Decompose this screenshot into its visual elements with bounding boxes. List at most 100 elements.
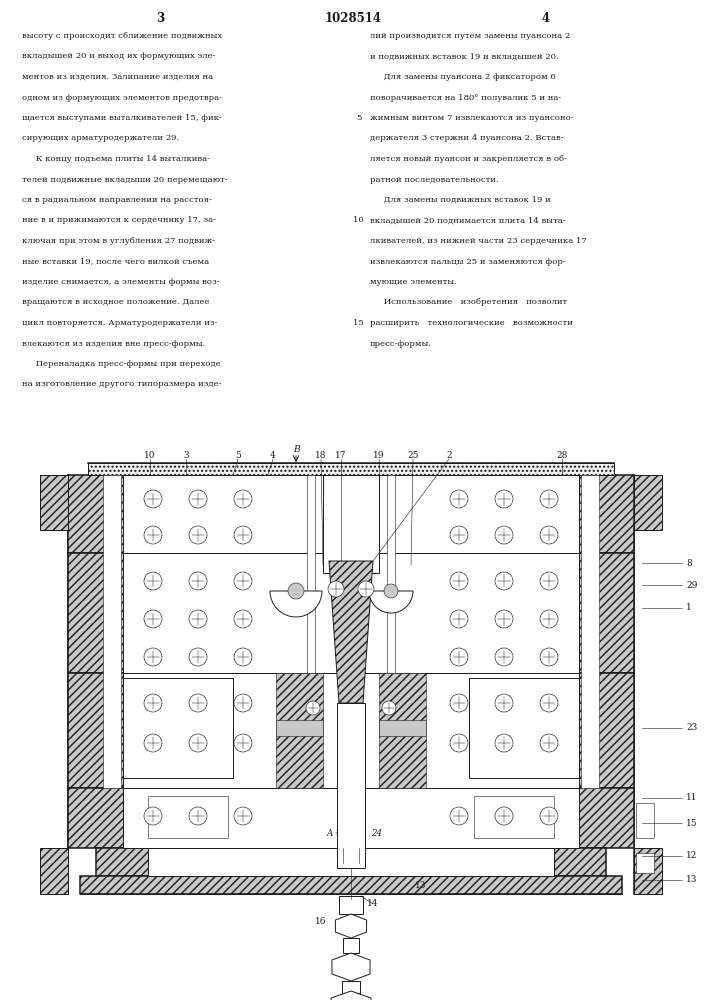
Bar (123, 475, 579, 553)
Bar (634, 475, 662, 530)
Circle shape (306, 701, 320, 715)
Circle shape (495, 490, 513, 508)
Text: 13: 13 (415, 882, 427, 890)
Text: 10: 10 (353, 217, 363, 225)
Bar (343, 938, 359, 953)
Circle shape (328, 581, 344, 597)
Polygon shape (335, 914, 367, 938)
Circle shape (540, 807, 558, 825)
Bar (123, 788, 579, 848)
Bar (323, 475, 379, 573)
Text: Использование   изобретения   позволит: Использование изобретения позволит (370, 298, 567, 306)
Circle shape (234, 734, 252, 752)
Text: ментов из изделия. Залипание изделия на: ментов из изделия. Залипание изделия на (22, 73, 213, 81)
Circle shape (540, 526, 558, 544)
Text: 29: 29 (686, 580, 697, 589)
Circle shape (144, 694, 162, 712)
Text: ся в радиальном направлении на расстоя-: ся в радиальном направлении на расстоя- (22, 196, 212, 204)
Circle shape (234, 807, 252, 825)
Circle shape (540, 610, 558, 628)
Text: ляется новый пуансон и закрепляется в об-: ляется новый пуансон и закрепляется в об… (370, 155, 567, 163)
Bar (636, 803, 654, 838)
Circle shape (450, 526, 468, 544)
Text: 3: 3 (156, 12, 164, 25)
Text: B: B (293, 444, 299, 454)
Text: расширить   технологические   возможности: расширить технологические возможности (370, 319, 573, 327)
Text: 4: 4 (542, 12, 550, 25)
Circle shape (189, 648, 207, 666)
Text: ные вставки 19, после чего вилкой съема: ные вставки 19, после чего вилкой съема (22, 257, 209, 265)
Text: лкивателей, из нижней части 23 сердечника 17: лкивателей, из нижней части 23 сердечник… (370, 237, 587, 245)
Text: держателя 3 стержни 4 пуансона 2. Встав-: держателя 3 стержни 4 пуансона 2. Встав- (370, 134, 563, 142)
Text: К концу подъема плиты 14 выталкива-: К концу подъема плиты 14 выталкива- (22, 155, 210, 163)
Circle shape (495, 807, 513, 825)
Circle shape (234, 648, 252, 666)
Text: Для замены пуансона 2 фиксатором 6: Для замены пуансона 2 фиксатором 6 (370, 73, 556, 81)
Circle shape (540, 734, 558, 752)
Text: Переналадка пресс-формы при переходе: Переналадка пресс-формы при переходе (22, 360, 221, 368)
Bar (469, 678, 579, 778)
Bar (379, 673, 426, 788)
Circle shape (495, 572, 513, 590)
Polygon shape (329, 561, 373, 703)
Circle shape (450, 648, 468, 666)
Text: поворачивается на 180° полувалик 5 и на-: поворачивается на 180° полувалик 5 и на- (370, 94, 561, 102)
Text: 25: 25 (407, 450, 419, 460)
Bar (581, 475, 599, 788)
Bar (342, 981, 360, 993)
Circle shape (450, 610, 468, 628)
Text: щается выступами выталкивателей 15, фик-: щается выступами выталкивателей 15, фик- (22, 114, 222, 122)
Circle shape (288, 583, 304, 599)
Circle shape (144, 807, 162, 825)
Bar (40, 475, 68, 530)
Circle shape (144, 648, 162, 666)
Text: влекаются из изделия вне пресс-формы.: влекаются из изделия вне пресс-формы. (22, 340, 205, 348)
Circle shape (144, 610, 162, 628)
Text: пресс-формы.: пресс-формы. (370, 340, 432, 348)
Text: одном из формующих элементов предотвра-: одном из формующих элементов предотвра- (22, 94, 222, 102)
Circle shape (189, 572, 207, 590)
Circle shape (495, 694, 513, 712)
Text: 11: 11 (686, 794, 698, 802)
Wedge shape (369, 591, 413, 613)
Text: 28: 28 (556, 450, 568, 460)
Text: 15: 15 (686, 818, 698, 828)
Circle shape (144, 490, 162, 508)
Text: 5: 5 (235, 450, 241, 460)
Bar (634, 848, 662, 894)
Text: ключая при этом в углубления 27 подвиж-: ключая при этом в углубления 27 подвиж- (22, 237, 215, 245)
Text: изделие снимается, а элементы формы воз-: изделие снимается, а элементы формы воз- (22, 278, 219, 286)
Circle shape (540, 490, 558, 508)
Circle shape (189, 526, 207, 544)
Text: на изготовление другого типоразмера изде-: на изготовление другого типоразмера изде… (22, 380, 221, 388)
Text: вкладышей 20 поднимается плита 14 выта-: вкладышей 20 поднимается плита 14 выта- (370, 217, 566, 225)
Circle shape (144, 572, 162, 590)
Circle shape (189, 807, 207, 825)
Circle shape (450, 694, 468, 712)
Text: 15: 15 (353, 319, 363, 327)
Bar (387, 475, 395, 673)
Circle shape (384, 584, 398, 598)
Text: 4: 4 (270, 450, 276, 460)
Bar (636, 853, 654, 873)
Text: лий производится путем замены пуансона 2: лий производится путем замены пуансона 2 (370, 32, 571, 40)
Text: вращаются в исходное положение. Далее: вращаются в исходное положение. Далее (22, 298, 209, 306)
Circle shape (234, 526, 252, 544)
Bar (307, 475, 315, 673)
Circle shape (189, 734, 207, 752)
Bar (80, 876, 622, 894)
Text: 1: 1 (686, 603, 691, 612)
Text: 5: 5 (356, 114, 361, 122)
Text: жимным винтом 7 извлекаются из пуансоно-: жимным винтом 7 извлекаются из пуансоно- (370, 114, 573, 122)
Text: ние в и прижимаются к сердечнику 17, за-: ние в и прижимаются к сердечнику 17, за- (22, 217, 216, 225)
Circle shape (189, 694, 207, 712)
Circle shape (495, 648, 513, 666)
Text: 18: 18 (315, 450, 327, 460)
Bar (148, 796, 228, 838)
Circle shape (450, 807, 468, 825)
Bar (339, 896, 363, 914)
Text: цикл повторяется. Арматуродержатели из-: цикл повторяется. Арматуродержатели из- (22, 319, 217, 327)
Bar (68, 673, 634, 788)
Text: 23: 23 (686, 724, 697, 732)
Text: Для замены подвижных вставок 19 и: Для замены подвижных вставок 19 и (370, 196, 551, 204)
